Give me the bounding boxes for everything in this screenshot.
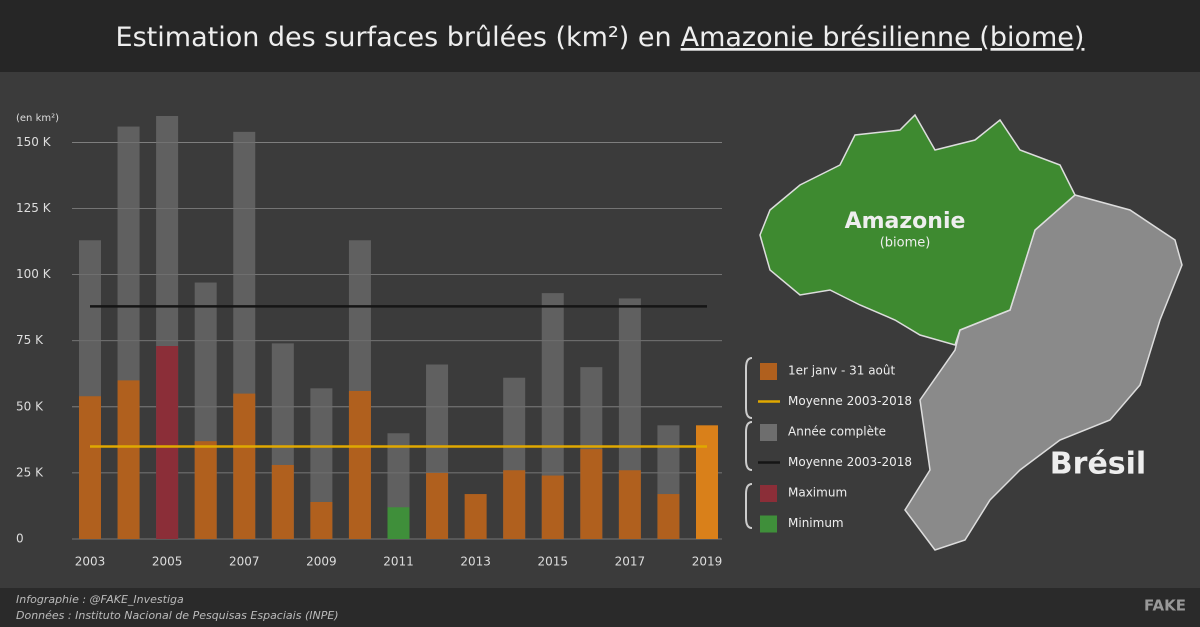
partial-year-bar xyxy=(696,425,718,539)
x-tick-label: 2003 xyxy=(75,555,106,569)
partial-year-bar xyxy=(310,501,333,539)
x-tick-label: 2009 xyxy=(306,555,337,569)
region-label: Amazonie xyxy=(845,209,966,234)
y-tick-label: 75 K xyxy=(16,333,44,347)
legend-label: Moyenne 2003-2018 xyxy=(788,455,912,469)
title-main: Estimation des surfaces brûlées (km²) en xyxy=(116,22,672,53)
y-unit: (en km²) xyxy=(16,113,59,124)
y-tick-label: 125 K xyxy=(16,201,52,215)
partial-year-bar xyxy=(348,390,371,539)
title-bar xyxy=(0,0,1200,72)
region-note: (biome) xyxy=(880,236,931,251)
y-tick-label: 25 K xyxy=(16,465,44,479)
partial-year-bar xyxy=(464,494,487,539)
legend-label: Minimum xyxy=(788,516,844,530)
footer-bar xyxy=(0,588,1200,627)
partial-year-bar xyxy=(117,380,140,539)
brazil-shape xyxy=(904,194,1183,551)
partial-year-bar xyxy=(541,475,564,539)
partial-year-bar xyxy=(618,470,641,539)
y-tick-label: 100 K xyxy=(16,267,52,281)
legend-swatch xyxy=(760,485,777,502)
x-tick-label: 2011 xyxy=(383,555,414,569)
y-tick-label: 150 K xyxy=(16,135,52,149)
title-emphasis: Amazonie brésilienne (biome) xyxy=(681,22,1085,53)
legend-label: Année complète xyxy=(788,425,886,439)
partial-year-bar xyxy=(271,464,294,539)
partial-year-bar xyxy=(79,396,101,539)
partial-year-bar xyxy=(503,470,526,539)
partial-year-bar xyxy=(156,346,179,539)
x-tick-label: 2007 xyxy=(229,555,260,569)
y-tick-label: 0 xyxy=(16,532,24,546)
x-tick-label: 2005 xyxy=(152,555,183,569)
chart-title: Estimation des surfaces brûlées (km²) en… xyxy=(116,22,1085,53)
partial-year-bar xyxy=(426,472,449,539)
legend-label: 1er janv - 31 août xyxy=(788,364,896,378)
logo: FAKE xyxy=(1144,597,1186,615)
partial-year-bar xyxy=(387,507,410,539)
legend-swatch xyxy=(760,363,777,380)
x-tick-label: 2015 xyxy=(537,555,568,569)
full-year-bar xyxy=(310,388,333,539)
x-tick-label: 2017 xyxy=(615,555,646,569)
y-tick-label: 50 K xyxy=(16,399,44,413)
partial-year-bar xyxy=(233,393,256,539)
map: Amazonie (biome) Brésil xyxy=(759,113,1183,551)
x-tick-label: 2019 xyxy=(692,555,723,569)
source: Données : Instituto Nacional de Pesquisa… xyxy=(16,609,339,622)
partial-year-bar xyxy=(657,494,680,539)
x-tick-label: 2013 xyxy=(460,555,491,569)
partial-year-bar xyxy=(194,441,217,539)
legend-brackets xyxy=(745,357,753,529)
legend-swatch xyxy=(760,424,777,441)
legend-swatch xyxy=(760,515,777,533)
credit: Infographie : @FAKE_Investiga xyxy=(16,593,184,606)
legend-label: Moyenne 2003-2018 xyxy=(788,394,912,408)
legend-label: Maximum xyxy=(788,486,847,500)
partial-year-bar xyxy=(580,449,603,539)
country-label: Brésil xyxy=(1050,447,1146,482)
amazon-shape xyxy=(759,113,1076,346)
